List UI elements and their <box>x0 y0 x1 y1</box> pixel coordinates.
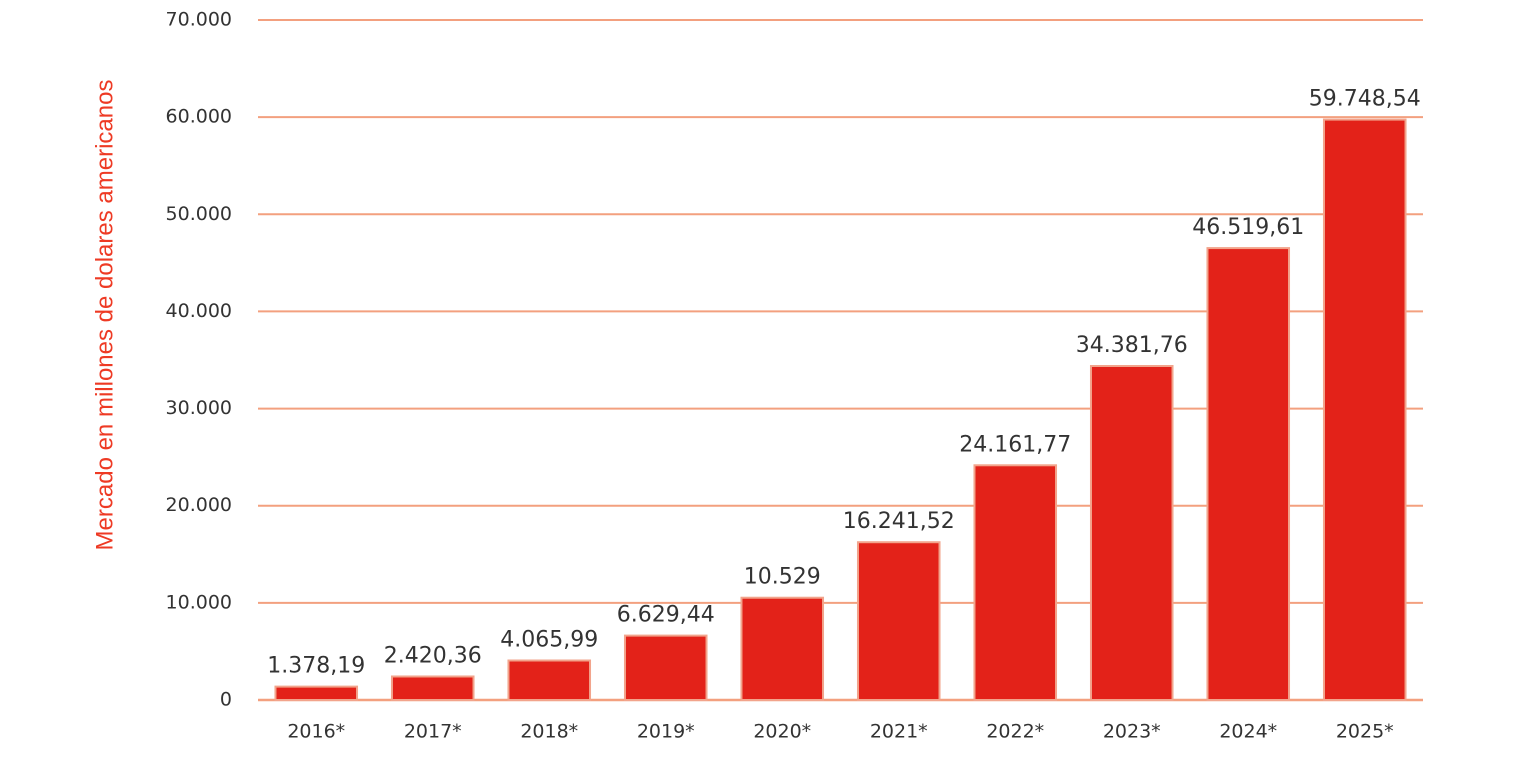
x-axis-ticks: 2016* 2017* 2018* 2019* 2020* 2021* 2022* 2023*… <box>287 721 1393 743</box>
data-label: 59.748,54 <box>1309 87 1421 112</box>
data-label: 10.529 <box>744 565 821 590</box>
x-tick-label: 2016* <box>287 721 345 743</box>
x-tick-label: 2021* <box>870 721 928 743</box>
x-tick-label: 2020* <box>753 721 811 743</box>
bar <box>623 634 708 702</box>
data-label: 46.519,61 <box>1192 215 1304 240</box>
bar <box>1206 247 1291 701</box>
y-axis-ticks: 0 10.000 20.000 30.000 40.000 50.000 60.000 70.… <box>166 9 232 711</box>
x-tick-label: 2023* <box>1103 721 1161 743</box>
y-tick-label: 40.000 <box>166 300 232 322</box>
y-tick-label: 20.000 <box>166 494 232 516</box>
x-tick-label: 2025* <box>1336 721 1394 743</box>
x-tick-label: 2024* <box>1219 721 1277 743</box>
x-tick-label: 2022* <box>986 721 1044 743</box>
x-tick-label: 2019* <box>637 721 695 743</box>
y-tick-label: 0 <box>220 689 232 711</box>
y-tick-label: 70.000 <box>166 9 232 31</box>
data-label: 4.065,99 <box>500 628 598 653</box>
bar <box>274 685 359 702</box>
bar <box>507 659 592 702</box>
bar <box>1089 365 1174 701</box>
x-tick-label: 2018* <box>520 721 578 743</box>
data-label: 1.378,19 <box>267 654 365 679</box>
bar <box>740 596 825 701</box>
bar <box>390 675 475 701</box>
y-axis-title: Mercado en millones de dolares americano… <box>91 80 118 551</box>
data-label: 6.629,44 <box>617 603 715 628</box>
bar <box>973 464 1058 702</box>
data-label: 2.420,36 <box>384 643 482 668</box>
y-tick-label: 30.000 <box>166 397 232 419</box>
data-label: 24.161,77 <box>959 432 1071 457</box>
x-tick-label: 2017* <box>404 721 462 743</box>
value-labels: 1.378,19 2.420,36 4.065,99 6.629,44 10.529 16… <box>267 87 1420 679</box>
bar <box>856 541 941 701</box>
y-tick-label: 60.000 <box>166 106 232 128</box>
data-label: 16.241,52 <box>843 509 955 534</box>
bar <box>1322 118 1407 701</box>
data-label: 34.381,76 <box>1076 333 1188 358</box>
bars <box>274 118 1407 702</box>
y-tick-label: 50.000 <box>166 203 232 225</box>
y-tick-label: 10.000 <box>166 591 232 613</box>
